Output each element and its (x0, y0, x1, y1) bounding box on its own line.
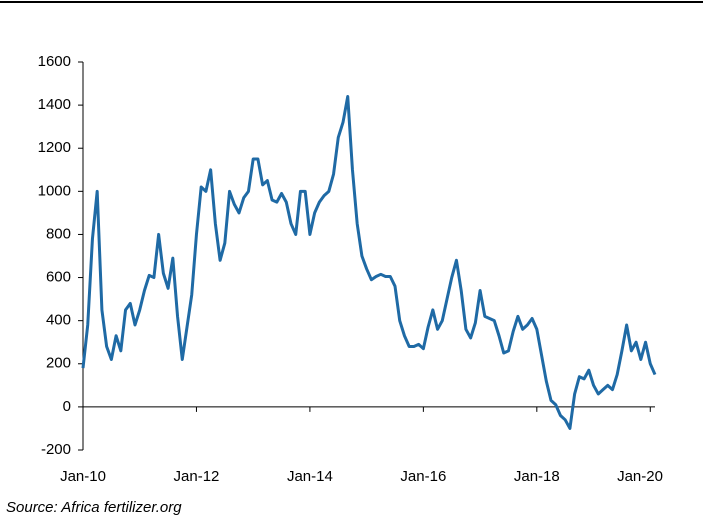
y-tick-label: 1000 (38, 182, 71, 199)
y-tick-label: 800 (46, 225, 71, 242)
y-tick-label: -200 (41, 441, 71, 458)
y-tick-label: 1600 (38, 53, 71, 70)
x-tick-label: Jan-16 (400, 468, 446, 485)
source-note: Source: Africa fertilizer.org (6, 499, 182, 516)
y-tick-label: 400 (46, 312, 71, 329)
y-tick-label: 600 (46, 269, 71, 286)
x-tick-label: Jan-18 (514, 468, 560, 485)
y-tick-label: 200 (46, 355, 71, 372)
x-tick-label: Jan-10 (60, 468, 106, 485)
y-tick-label: 1400 (38, 96, 71, 113)
y-tick-label: 1200 (38, 139, 71, 156)
y-tick-label: 0 (63, 398, 71, 415)
data-line (81, 94, 657, 430)
x-tick-label: Jan-12 (174, 468, 220, 485)
x-tick-label: Jan-20 (617, 468, 663, 485)
x-tick-label: Jan-14 (287, 468, 333, 485)
